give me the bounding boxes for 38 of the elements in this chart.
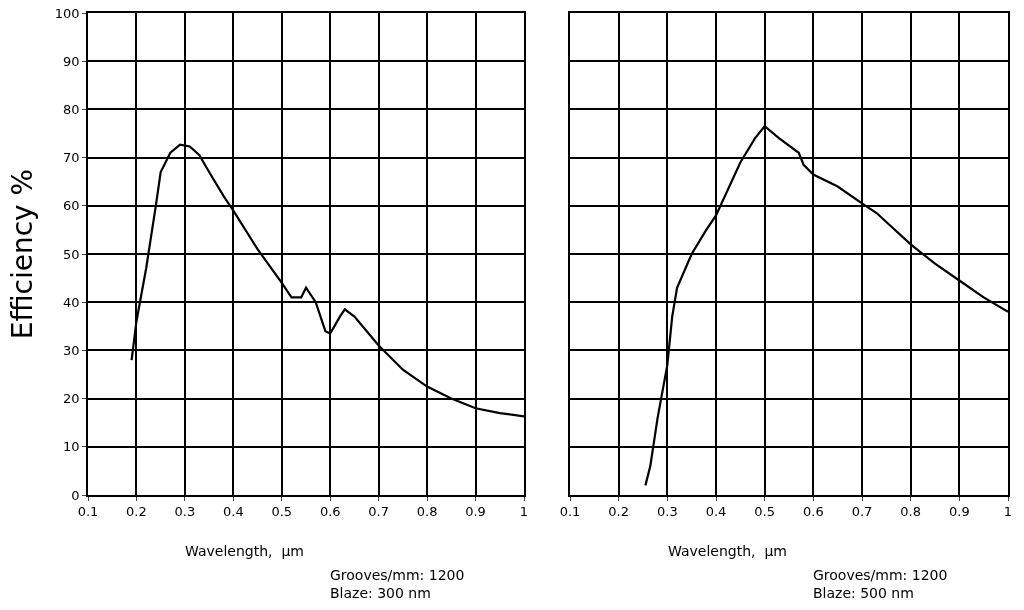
- y-axis-title: Efficiency %: [6, 168, 40, 340]
- y-tick-label: 80: [63, 101, 80, 117]
- x-tick-label: 0.4: [705, 504, 727, 520]
- y-tick-label: 30: [63, 342, 80, 358]
- x-tick-label: 0.3: [174, 504, 196, 520]
- x-tick-label: 0.3: [656, 504, 678, 520]
- x-tick-label: 0.2: [126, 504, 147, 520]
- x-tick-label: 0.8: [416, 504, 438, 520]
- text: Blaze: 500 nm: [813, 585, 914, 601]
- x-tick-label: 0.7: [851, 504, 873, 520]
- text: Grooves/mm: 1200: [330, 567, 465, 583]
- y-tick-label: 10: [63, 439, 80, 455]
- x-tick-label: 0.7: [368, 504, 390, 520]
- x-tick-label: 0.9: [465, 504, 486, 520]
- y-tick-label: 40: [63, 294, 80, 310]
- x-tick-label: 0.6: [319, 504, 341, 520]
- x-tick-label: 0.6: [802, 504, 824, 520]
- x-tick-label: 0.5: [754, 504, 776, 520]
- y-tick-label: 100: [54, 5, 80, 21]
- x-tick-label: 0.2: [608, 504, 630, 520]
- x-tick-label: 0.1: [77, 504, 99, 520]
- x-tick-label: 0.9: [948, 504, 970, 520]
- x-tick-label: 0.5: [271, 504, 293, 520]
- y-tick-label: 70: [63, 150, 80, 166]
- x-tick-label: 0.8: [900, 504, 922, 520]
- y-tick-label: 50: [63, 246, 80, 262]
- x-tick-label: 1: [1003, 504, 1013, 520]
- y-tick-label: 90: [63, 53, 80, 69]
- x-axis-title: Wavelength, µm: [668, 543, 787, 559]
- text: Grooves/mm: 1200: [813, 567, 948, 583]
- x-tick-label: 0.4: [222, 504, 244, 520]
- x-axis-title: Wavelength, µm: [185, 543, 304, 559]
- x-tick-label: 1: [519, 504, 529, 520]
- text: Blaze: 300 nm: [330, 585, 431, 601]
- y-tick-label: 60: [63, 198, 80, 214]
- x-tick-label: 0.1: [559, 504, 581, 520]
- y-tick-label: 20: [63, 391, 80, 407]
- y-tick-label: 0: [71, 487, 80, 503]
